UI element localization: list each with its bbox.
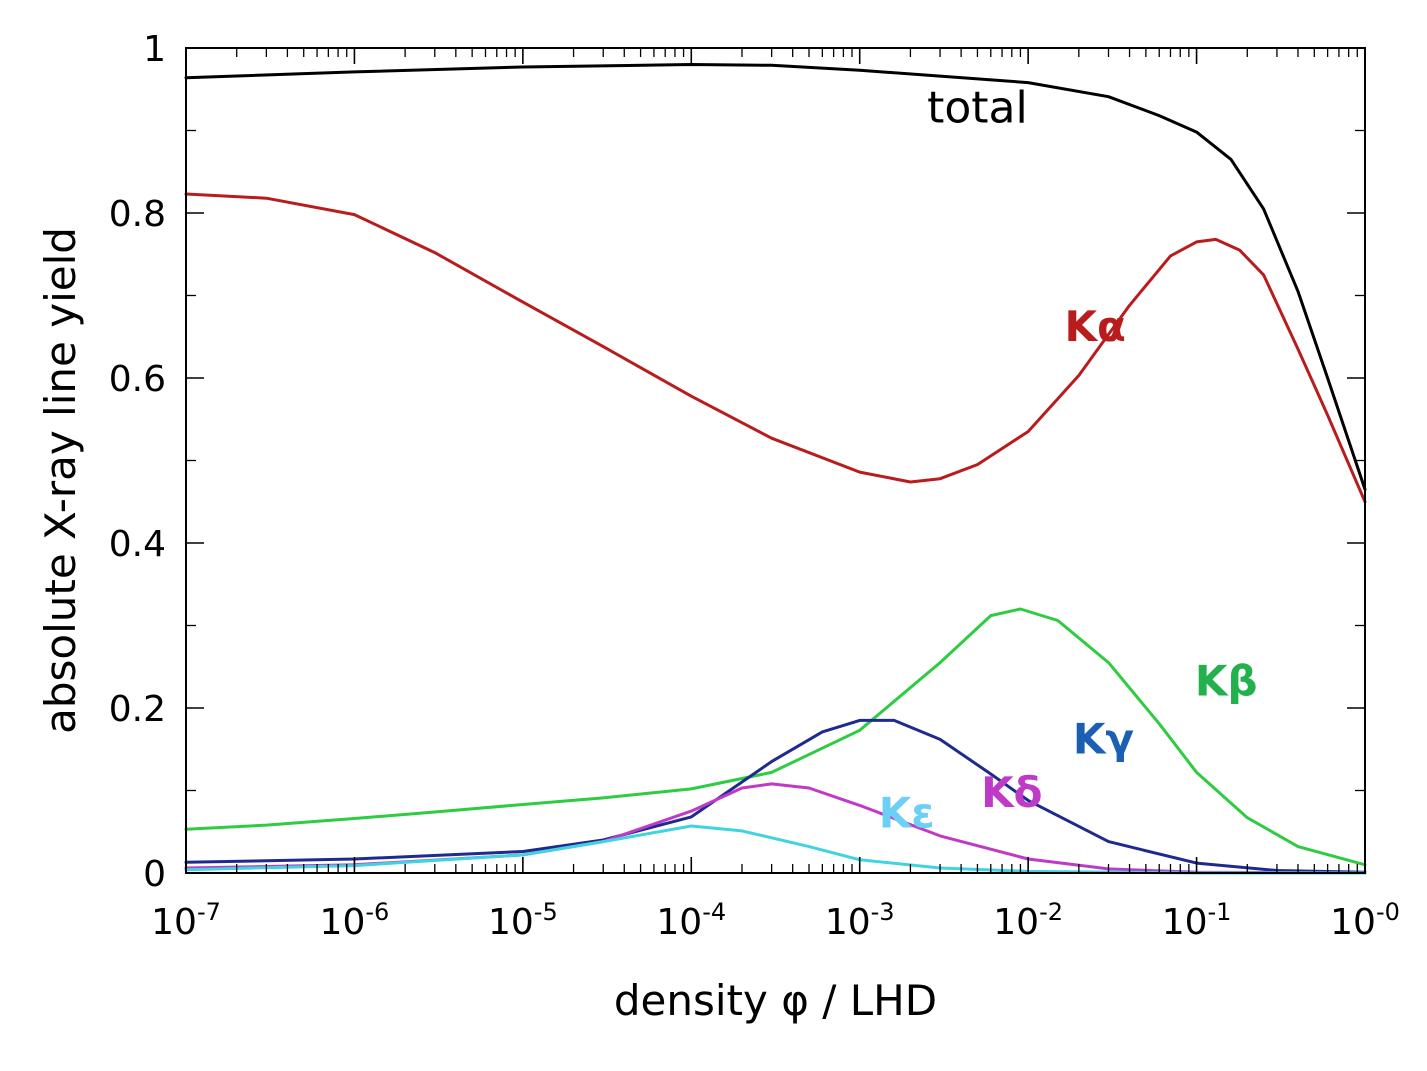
y-tick-label: 0 (143, 854, 166, 895)
series-lines (184, 63, 1367, 875)
minor-ticks (186, 48, 1365, 873)
series-line-kbeta (184, 607, 1367, 867)
series-label-kepsilon: Kε (879, 789, 935, 838)
y-tick-label: 0.8 (109, 194, 166, 235)
series-line-kalpha (184, 192, 1367, 504)
x-tick-label: 10-5 (488, 898, 558, 943)
series-labels: total Kα Kβ Kγ Kδ Kε (879, 82, 1258, 837)
x-tick-label: 10-7 (151, 898, 221, 943)
y-axis-label: absolute X-ray line yield (36, 227, 85, 734)
series-label-kalpha: Kα (1064, 302, 1125, 351)
y-tick-label: 0.6 (109, 359, 166, 400)
series-label-kdelta: Kδ (981, 768, 1042, 817)
y-tick-label: 1 (143, 29, 166, 70)
y-tick-label: 0.4 (109, 524, 166, 565)
plot-frame (185, 47, 1366, 874)
series-label-kbeta: Kβ (1195, 657, 1258, 706)
x-tick-label: 10-0 (1330, 898, 1400, 943)
y-tick-label: 0.2 (109, 689, 166, 730)
x-tick-label: 10-3 (825, 898, 895, 943)
x-tick-label: 10-4 (656, 898, 726, 943)
series-label-kgamma: Kγ (1073, 714, 1134, 763)
series-line-kgamma (184, 718, 1367, 874)
x-tick-label: 10-2 (993, 898, 1063, 943)
series-line-total (184, 63, 1367, 491)
series-label-total: total (927, 82, 1028, 133)
x-tick-label: 10-1 (1162, 898, 1232, 943)
major-ticks: 10-7 10-6 10-5 10-4 10-3 10-2 10-1 10-0 0 0.2 0.4 0… (109, 29, 1400, 943)
x-axis-label: density φ / LHD (614, 976, 937, 1025)
series-line-kepsilon (184, 824, 1367, 875)
x-tick-label: 10-6 (320, 898, 390, 943)
